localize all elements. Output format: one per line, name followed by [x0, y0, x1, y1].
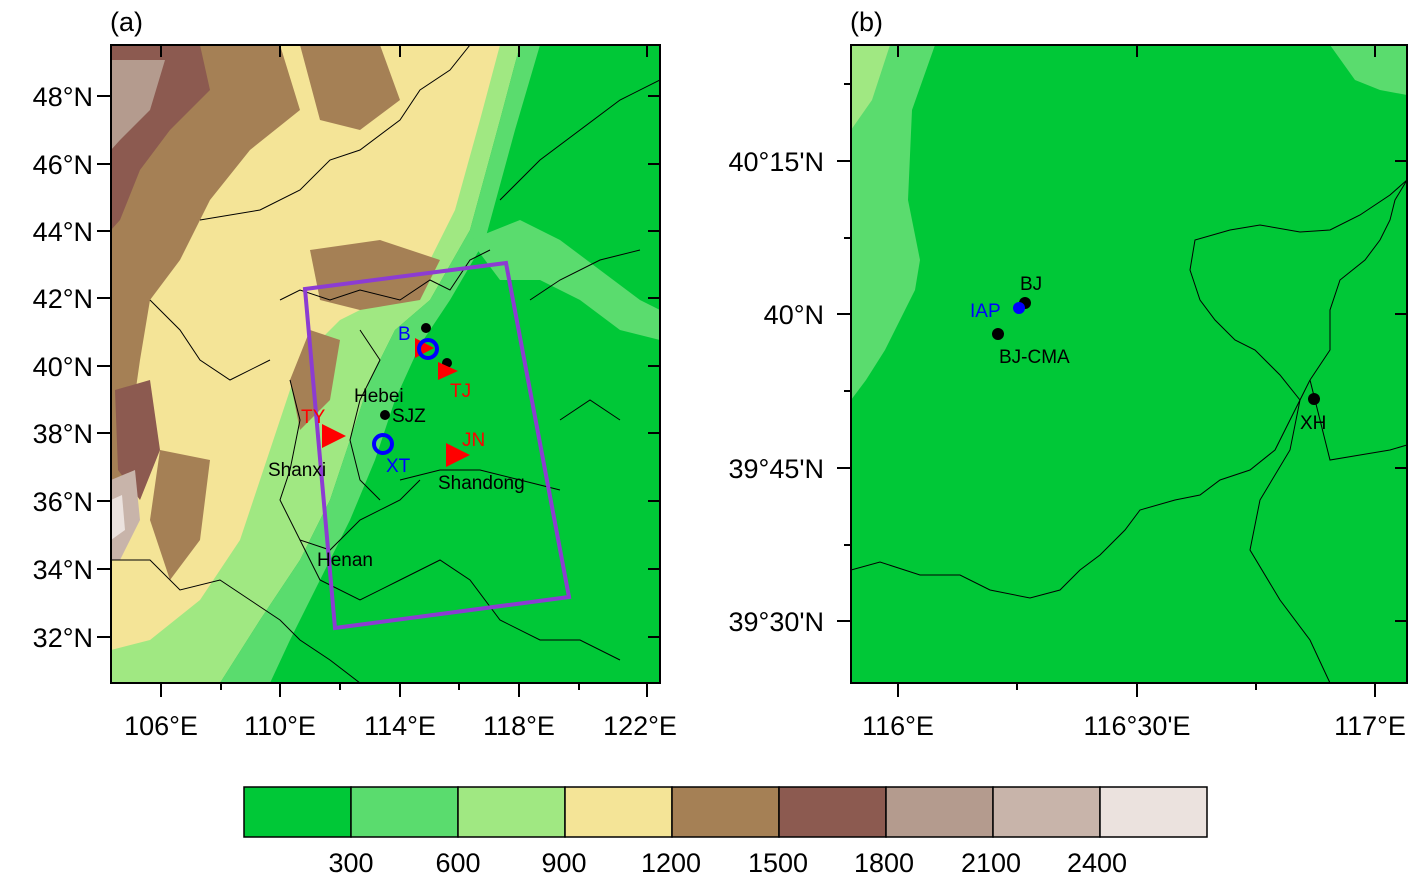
lon-label-122e: 122°E — [603, 711, 677, 741]
lon-label-106e: 106°E — [124, 711, 198, 741]
panel-b-label: (b) — [850, 7, 883, 37]
colorbar-swatch — [992, 786, 1101, 838]
panel-a-lon-labels: 106°E 110°E 114°E 118°E 122°E — [124, 711, 677, 741]
blue-ring-xt — [372, 433, 394, 455]
panel-b-frame — [850, 44, 1408, 684]
panel-a-label: (a) — [110, 7, 143, 37]
label-shanxi: Shanxi — [268, 460, 326, 481]
lon-label-117e: 117°E — [1334, 711, 1406, 741]
lat-label-48n: 48°N — [33, 82, 93, 112]
label-jn: JN — [462, 430, 485, 451]
label-xt: XT — [386, 456, 411, 477]
colorbar-labels: 300 600 900 1200 1500 1800 2100 2400 — [328, 848, 1127, 878]
label-bj-short: B — [398, 324, 411, 345]
lat-label-32n: 32°N — [33, 623, 93, 653]
red-triangle-jn — [446, 443, 470, 467]
lon-label-114e: 114°E — [364, 711, 436, 741]
red-triangle-tj — [438, 362, 458, 380]
black-dot-xh — [1308, 393, 1320, 405]
legend-label-600: 600 — [435, 848, 480, 878]
panel-a-lon-ticks — [160, 45, 648, 697]
panel-a-frame — [110, 44, 661, 684]
colorbar-swatch — [350, 786, 459, 838]
lat-label-36n: 36°N — [33, 487, 93, 517]
blue-dot-iap — [1013, 302, 1025, 314]
lat-label-40n: 40°N — [33, 352, 93, 382]
lat-label-39-45n: 39°45'N — [728, 454, 824, 484]
label-tj: TJ — [450, 381, 471, 402]
label-sjz: SJZ — [392, 406, 426, 427]
label-bjcma: BJ-CMA — [999, 347, 1070, 368]
lat-label-34n: 34°N — [33, 555, 93, 585]
lat-label-42n: 42°N — [33, 284, 93, 314]
colorbar-swatches — [243, 786, 1208, 838]
legend-label-1500: 1500 — [748, 848, 808, 878]
colorbar-swatch — [457, 786, 566, 838]
lat-label-40n-b: 40°N — [764, 300, 824, 330]
label-ty: TY — [301, 407, 326, 428]
colorbar-swatch — [885, 786, 994, 838]
lat-label-39-30n: 39°30'N — [728, 607, 824, 637]
stations-b — [992, 297, 1320, 405]
blue-ring-bj — [417, 338, 439, 360]
legend-label-2400: 2400 — [1067, 848, 1127, 878]
legend-label-2100: 2100 — [961, 848, 1021, 878]
lon-label-116e: 116°E — [862, 711, 934, 741]
lon-label-116-30e: 116°30'E — [1083, 711, 1190, 741]
colorbar-swatch — [564, 786, 673, 838]
label-shandong: Shandong — [438, 473, 525, 494]
label-henan: Henan — [317, 550, 373, 571]
panel-b-lat-labels: 40°15'N 40°N 39°45'N 39°30'N — [728, 147, 824, 637]
legend-label-1200: 1200 — [641, 848, 701, 878]
lat-label-46n: 46°N — [33, 150, 93, 180]
panel-b-lat-ticks — [837, 83, 1407, 622]
label-iap: IAP — [970, 301, 1001, 322]
legend-label-300: 300 — [328, 848, 373, 878]
red-triangle-ty — [322, 424, 346, 448]
legend-label-900: 900 — [541, 848, 586, 878]
label-hebei: Hebei — [354, 386, 404, 407]
stations-a — [322, 323, 470, 467]
label-xh: XH — [1300, 413, 1326, 434]
lon-label-118e: 118°E — [483, 711, 555, 741]
colorbar-swatch — [1099, 786, 1208, 838]
label-bj: BJ — [1020, 274, 1042, 295]
elevation-colorbar: 300 600 900 1200 1500 1800 2100 2400 — [243, 786, 1208, 878]
terrain-map-a — [111, 45, 660, 683]
lat-label-40-15n: 40°15'N — [728, 147, 824, 177]
colorbar-swatch — [243, 786, 352, 838]
black-dot-bj — [421, 323, 431, 333]
legend-label-1800: 1800 — [854, 848, 914, 878]
panel-a-lat-labels: 48°N 46°N 44°N 42°N 40°N 38°N 36°N 34°N … — [33, 82, 93, 653]
colorbar-swatch — [778, 786, 887, 838]
panel-a: (a) — [33, 7, 677, 741]
panel-b-lon-ticks — [897, 45, 1376, 697]
terrain-map-b — [851, 45, 1407, 683]
colorbar-swatch — [671, 786, 780, 838]
panel-b-lon-labels: 116°E 116°30'E 117°E — [862, 711, 1406, 741]
lat-label-38n: 38°N — [33, 419, 93, 449]
model-domain-box — [302, 260, 572, 631]
black-dot-sjz — [380, 410, 390, 420]
lon-label-110e: 110°E — [244, 711, 316, 741]
black-dot-bjcma — [992, 328, 1004, 340]
panel-a-lat-ticks — [97, 95, 660, 638]
lat-label-44n: 44°N — [33, 217, 93, 247]
panel-b: (b) BJ IAP BJ-CMA XH — [728, 7, 1408, 741]
